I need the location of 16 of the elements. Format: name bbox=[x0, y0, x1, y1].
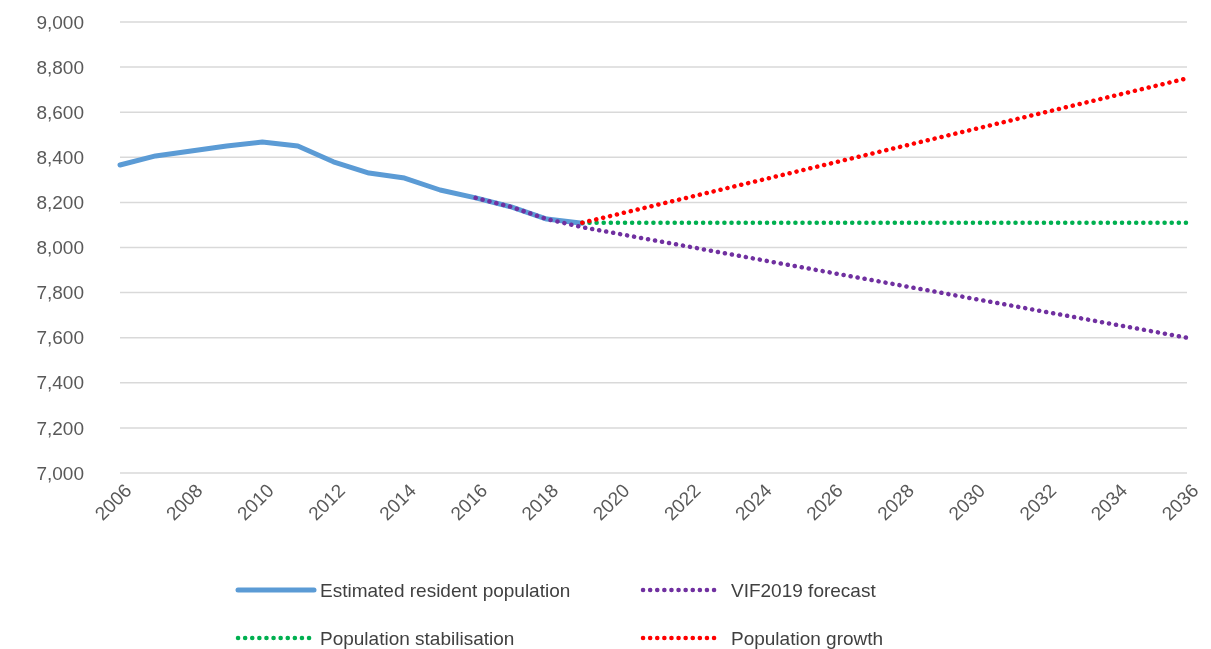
y-tick-label: 9,000 bbox=[36, 11, 84, 33]
legend-label: Estimated resident population bbox=[320, 579, 571, 601]
y-tick-label: 7,200 bbox=[36, 417, 84, 439]
y-tick-label: 7,400 bbox=[36, 372, 84, 394]
y-tick-label: 8,400 bbox=[36, 146, 84, 168]
y-tick-label: 8,600 bbox=[36, 101, 84, 123]
legend-label: VIF2019 forecast bbox=[731, 579, 877, 601]
y-tick-label: 8,000 bbox=[36, 237, 84, 259]
line-series bbox=[473, 195, 1190, 340]
legend-label: Population stabilisation bbox=[320, 627, 515, 649]
y-tick-label: 7,800 bbox=[36, 282, 84, 304]
y-tick-label: 7,000 bbox=[36, 462, 84, 484]
y-tick-label: 8,200 bbox=[36, 192, 84, 214]
y-tick-label: 7,600 bbox=[36, 327, 84, 349]
y-tick-label: 8,800 bbox=[36, 56, 84, 78]
legend-label: Population growth bbox=[731, 627, 884, 649]
